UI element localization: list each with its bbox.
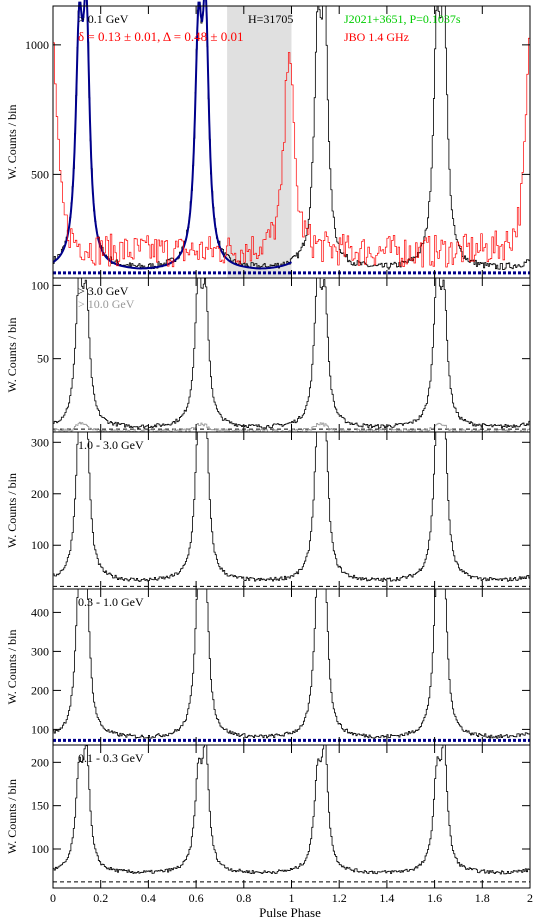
energy-band-label: 0.1 - 0.3 GeV bbox=[78, 751, 144, 765]
y-axis-label: W. Counts / bin bbox=[5, 473, 19, 548]
x-tick-label: 1.4 bbox=[379, 891, 394, 905]
y-tick-label: 100 bbox=[31, 278, 49, 292]
y-tick-label: 400 bbox=[31, 605, 49, 619]
energy-band-label: 1.0 - 3.0 GeV bbox=[78, 438, 144, 452]
highlight-region bbox=[227, 6, 292, 278]
panel-0.3-1: 100 200 300 400 W. Counts / bin 0.3 - 1.0 GeV bbox=[5, 588, 531, 746]
gamma-profile-line bbox=[53, 431, 530, 582]
energy-band-label: > 3.0 GeV bbox=[78, 284, 129, 298]
x-tick-label: 0 bbox=[50, 891, 56, 905]
x-tick-label: 1.6 bbox=[427, 891, 442, 905]
y-tick-label: 200 bbox=[31, 755, 49, 769]
y-tick-label: 300 bbox=[31, 644, 49, 658]
radio-profile-line bbox=[53, 37, 530, 268]
y-tick-label: 50 bbox=[37, 352, 49, 366]
gamma-profile-line bbox=[53, 744, 530, 875]
source-label: J2021+3651, P=0.1037s bbox=[344, 12, 461, 26]
y-axis-label: W. Counts / bin bbox=[5, 105, 19, 180]
y-tick-label: 100 bbox=[31, 538, 49, 552]
h-test-label: H=31705 bbox=[248, 12, 293, 26]
energy-band-label: > 0.1 GeV bbox=[78, 12, 129, 26]
x-tick-label: 0.6 bbox=[189, 891, 204, 905]
y-tick-label: 500 bbox=[31, 167, 49, 181]
x-axis-label: Pulse Phase bbox=[259, 905, 321, 920]
x-tick-label: 0.4 bbox=[141, 891, 156, 905]
y-tick-label: 150 bbox=[31, 799, 49, 813]
panel-0.1-0.3: 100 150 200 0 0.2 0.4 0.6 0.8 1 1.2 1.4 1.6 1.8 2 W. C… bbox=[5, 744, 533, 905]
x-tick-label: 1 bbox=[289, 891, 295, 905]
x-tick-label: 1.2 bbox=[332, 891, 347, 905]
y-axis-label: W. Counts / bin bbox=[5, 630, 19, 705]
y-tick-label: 200 bbox=[31, 683, 49, 697]
gamma-profile-line bbox=[53, 277, 530, 429]
y-axis-label: W. Counts / bin bbox=[5, 779, 19, 854]
x-tick-label: 2 bbox=[527, 891, 533, 905]
x-tick-label: 1.8 bbox=[475, 891, 490, 905]
x-tick-label: 0.8 bbox=[236, 891, 251, 905]
radio-legend-label: JBO 1.4 GHz bbox=[344, 30, 409, 44]
fit-parameters-label: δ = 0.13 ± 0.01, Δ = 0.48 ± 0.01 bbox=[78, 29, 243, 44]
y-tick-label: 100 bbox=[31, 842, 49, 856]
y-tick-label: 100 bbox=[31, 722, 49, 736]
sub-band-label: > 10.0 GeV bbox=[78, 297, 135, 311]
y-tick-label: 300 bbox=[31, 435, 49, 449]
panel-1-3: 100 200 300 W. Counts / bin 1.0 - 3.0 GeV bbox=[5, 431, 531, 590]
y-tick-label: 200 bbox=[31, 487, 49, 501]
energy-band-label: 0.3 - 1.0 GeV bbox=[78, 595, 144, 609]
x-tick-label: 0.2 bbox=[93, 891, 108, 905]
y-axis-label: W. Counts / bin bbox=[5, 318, 19, 393]
panel-top: 500 1000 W. Counts / bin > 0.1 GeV δ = 0.13 … bbox=[5, 0, 531, 279]
gamma-profile-line bbox=[53, 588, 530, 739]
panel-3-10: 50 100 W. Counts / bin > 3.0 GeV> 10.0 GeV bbox=[5, 277, 531, 433]
y-tick-label: 1000 bbox=[25, 38, 49, 52]
gamma-profile-line bbox=[53, 5, 530, 271]
